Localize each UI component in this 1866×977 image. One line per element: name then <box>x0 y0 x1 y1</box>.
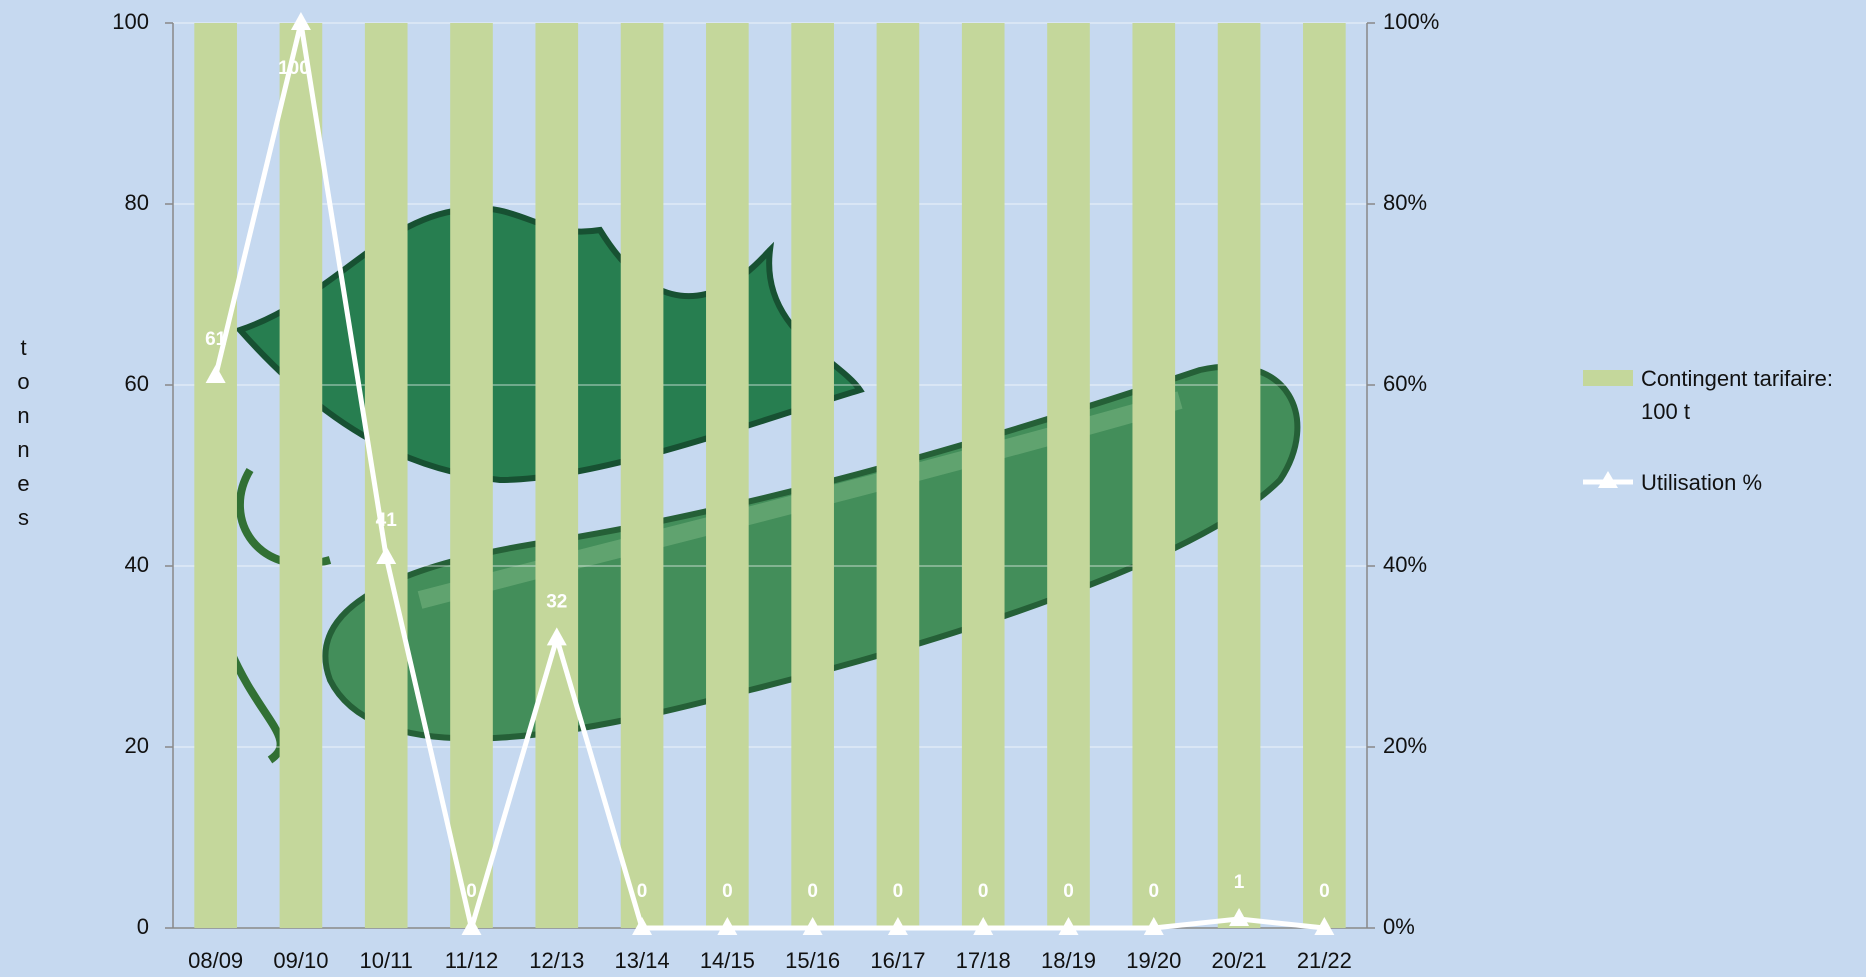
marker <box>1143 917 1164 935</box>
y-tick-label: 0 <box>137 914 149 939</box>
y2-tick-label: 20% <box>1383 733 1427 758</box>
data-label: 41 <box>376 510 398 531</box>
legend: Contingent tarifaire: 100 t Utilisation % <box>1583 362 1866 537</box>
line <box>213 20 1325 931</box>
marker <box>546 627 567 646</box>
x-tick-label: 16/17 <box>870 948 925 973</box>
y-tick-label: 20 <box>125 733 149 758</box>
marker <box>290 12 311 30</box>
marker <box>887 917 908 935</box>
bar <box>1303 23 1346 928</box>
y-tick-label: 60 <box>125 371 149 396</box>
bar <box>961 23 1005 928</box>
y2-tick-label: 80% <box>1383 190 1427 215</box>
data-label: 0 <box>893 881 904 902</box>
x-tick-label: 19/20 <box>1126 948 1181 973</box>
bar <box>450 23 493 928</box>
data-label: 0 <box>807 881 818 902</box>
marker <box>632 917 653 935</box>
bar <box>1047 23 1090 928</box>
marker <box>205 364 226 383</box>
data-label: 0 <box>978 881 989 902</box>
x-tick-label: 17/18 <box>956 948 1011 973</box>
y2-tick-label: 100% <box>1383 9 1439 34</box>
marker <box>717 917 738 935</box>
bar <box>535 23 579 928</box>
marker <box>461 917 482 935</box>
y2-tick-label: 60% <box>1383 371 1427 396</box>
x-tick-label: 14/15 <box>700 948 755 973</box>
data-label: 100 <box>278 58 310 79</box>
bar <box>791 23 834 928</box>
data-label: 0 <box>1063 881 1074 902</box>
bar <box>706 23 749 928</box>
bar <box>620 23 664 928</box>
legend-label: Utilisation % <box>1641 470 1763 495</box>
x-tick-label: 20/21 <box>1212 948 1267 973</box>
y2-tick-label: 0% <box>1383 914 1415 939</box>
bar <box>876 23 920 928</box>
x-tick-label: 11/12 <box>445 948 498 973</box>
y-tick-label: 80 <box>125 190 149 215</box>
x-tick-label: 10/11 <box>360 948 413 973</box>
legend-line-icon <box>1583 471 1633 488</box>
bar <box>1132 23 1176 928</box>
y-axis-title: tonnes <box>11 335 36 539</box>
data-label: 61 <box>205 329 227 350</box>
x-tick-label: 12/13 <box>529 948 584 973</box>
y-tick-label: 100 <box>112 9 149 34</box>
x-tick-label: 18/19 <box>1041 948 1096 973</box>
marker <box>802 917 823 935</box>
legend-swatch <box>1583 370 1633 386</box>
data-label: 1 <box>1234 872 1245 893</box>
y2-tick-label: 40% <box>1383 552 1427 577</box>
data-label: 0 <box>1319 881 1330 902</box>
bar <box>279 23 323 928</box>
legend-item: Utilisation % <box>1583 466 1866 499</box>
legend-line <box>1583 466 1633 496</box>
marker <box>1314 917 1335 935</box>
data-label: 0 <box>637 881 648 902</box>
x-tick-label: 15/16 <box>785 948 840 973</box>
bar <box>1217 23 1261 928</box>
y-tick-label: 40 <box>125 552 149 577</box>
x-tick-label: 21/22 <box>1297 948 1352 973</box>
marker <box>1058 917 1079 935</box>
data-label: 0 <box>1148 881 1159 902</box>
marker <box>1229 907 1250 926</box>
x-tick-label: 13/14 <box>615 948 670 973</box>
data-label: 0 <box>722 881 733 902</box>
data-label: 0 <box>466 881 477 902</box>
x-tick-label: 08/09 <box>188 948 243 973</box>
x-tick-label: 09/10 <box>273 948 328 973</box>
marker <box>376 545 397 564</box>
marker <box>973 917 994 935</box>
legend-label: Contingent tarifaire: 100 t <box>1641 366 1833 424</box>
bar <box>194 23 237 928</box>
legend-item: Contingent tarifaire: 100 t <box>1583 362 1866 428</box>
data-label: 32 <box>546 591 567 612</box>
